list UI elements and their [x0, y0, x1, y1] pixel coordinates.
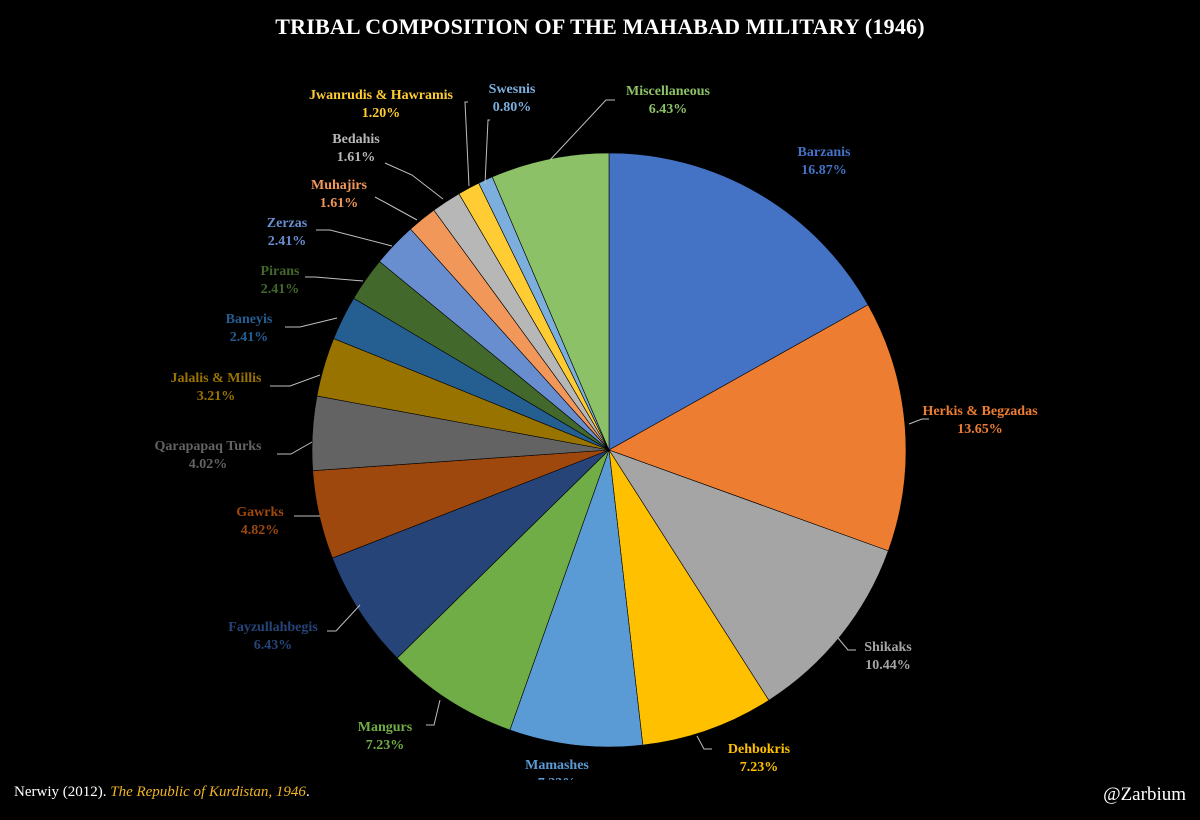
slice-label-miscellaneous: Miscellaneous 6.43%: [626, 84, 711, 117]
slice-label-qarapapaq-turks: Qarapapaq Turks 4.02%: [155, 439, 263, 472]
source-title: The Republic of Kurdistan, 1946: [110, 784, 306, 800]
pie-slice-mangurs: [396, 449, 610, 731]
slice-name: Pirans: [261, 264, 300, 279]
leader-line-qarapapaq-turks: [277, 441, 313, 455]
slice-labels: Barzanis 16.87% Herkis & Begzadas 13.65% Shi…: [155, 82, 1039, 780]
slice-name: Baneyis: [226, 312, 273, 327]
slice-name: Jalalis & Millis: [171, 371, 263, 386]
slice-name: Mangurs: [358, 720, 413, 735]
slice-label-baneyis: Baneyis 2.41%: [226, 312, 273, 345]
slice-label-gawrks: Gawrks 4.82%: [236, 505, 284, 538]
slice-name: Dehbokris: [728, 742, 791, 757]
slice-name: Mamashes: [525, 758, 589, 773]
slice-label-barzanis: Barzanis 16.87%: [798, 145, 851, 178]
slice-percentage: 4.82%: [241, 523, 280, 538]
source-citation: Nerwiy (2012). The Republic of Kurdistan…: [14, 784, 310, 801]
pie-slice-mamashes: [509, 449, 644, 748]
slice-label-jwanrudis-hawramis: Jwanrudis & Hawramis 1.20%: [309, 88, 453, 121]
leader-line-jalalis-millis: [270, 374, 321, 387]
slice-label-swesnis: Swesnis 0.80%: [489, 82, 536, 115]
pie-slice-miscellaneous: [491, 152, 610, 451]
slice-label-mamashes: Mamashes 7.23%: [525, 758, 589, 780]
leader-line-muhajirs: [374, 196, 418, 221]
slice-name: Muhajirs: [311, 178, 368, 193]
pie-slice-shikaks: [608, 449, 889, 701]
leader-line-fayzullahbegis: [327, 604, 361, 632]
pie-slice-fayzullahbegis: [331, 449, 610, 659]
slice-percentage: 7.23%: [366, 738, 405, 753]
slice-name: Herkis & Begzadas: [922, 404, 1038, 419]
leader-line-mangurs: [426, 699, 441, 726]
slice-percentage: 6.43%: [254, 638, 293, 653]
pie-slices: [311, 152, 907, 748]
chart-title: TRIBAL COMPOSITION OF THE MAHABAD MILITA…: [275, 14, 925, 39]
pie-slice-herkis-begzadas: [608, 304, 907, 552]
slice-percentage: 7.23%: [740, 760, 779, 775]
slice-percentage: 1.20%: [362, 106, 401, 121]
slice-percentage: 6.43%: [649, 102, 688, 117]
slice-name: Zerzas: [267, 216, 308, 231]
pie-slice-barzanis: [608, 152, 869, 451]
slice-name: Miscellaneous: [626, 84, 711, 99]
slice-percentage: 4.02%: [189, 457, 228, 472]
slice-label-mangurs: Mangurs 7.23%: [358, 720, 413, 753]
slice-name: Swesnis: [489, 82, 536, 97]
slice-percentage: 1.61%: [337, 150, 376, 165]
leader-line-baneyis: [285, 317, 338, 328]
slice-name: Qarapapaq Turks: [155, 439, 263, 454]
slice-percentage: 13.65%: [957, 422, 1003, 437]
leader-line-shikaks: [837, 637, 856, 651]
slice-label-fayzullahbegis: Fayzullahbegis 6.43%: [228, 620, 318, 653]
slice-label-jalalis-millis: Jalalis & Millis 3.21%: [171, 371, 263, 404]
slice-percentage: 0.80%: [493, 100, 532, 115]
credit-handle: @Zarbium: [1103, 784, 1186, 805]
slice-percentage: 2.41%: [261, 282, 300, 297]
source-suffix: .: [305, 784, 310, 800]
leader-line-zerzas: [316, 229, 393, 247]
slice-name: Gawrks: [236, 505, 284, 520]
slice-percentage: 16.87%: [801, 163, 847, 178]
slice-name: Bedahis: [332, 132, 380, 147]
leader-lines: [270, 99, 929, 750]
leader-line-miscellaneous: [549, 99, 615, 161]
leader-line-herkis-begzadas: [908, 418, 929, 425]
slice-percentage: 2.41%: [230, 330, 269, 345]
slice-label-herkis-begzadas: Herkis & Begzadas 13.65%: [922, 404, 1038, 437]
slice-percentage: 1.61%: [320, 196, 359, 211]
pie-chart: Barzanis 16.87% Herkis & Begzadas 13.65% Shi…: [155, 82, 1039, 780]
source-prefix: Nerwiy (2012).: [14, 784, 111, 800]
slice-percentage: 2.41%: [268, 234, 307, 249]
slice-label-muhajirs: Muhajirs 1.61%: [311, 178, 368, 211]
leader-line-swesnis: [484, 119, 490, 185]
slice-label-shikaks: Shikaks 10.44%: [864, 640, 912, 673]
slice-label-zerzas: Zerzas 2.41%: [267, 216, 308, 249]
slice-name: Jwanrudis & Hawramis: [309, 88, 453, 103]
pie-slice-dehbokris: [608, 449, 770, 746]
leader-line-jwanrudis-hawramis: [464, 101, 470, 187]
slice-name: Shikaks: [864, 640, 912, 655]
slice-percentage: 7.23%: [538, 776, 577, 780]
slice-percentage: 3.21%: [197, 389, 236, 404]
slice-label-bedahis: Bedahis 1.61%: [332, 132, 380, 165]
slice-percentage: 10.44%: [865, 658, 911, 673]
leader-line-dehbokris: [696, 735, 712, 750]
slice-label-dehbokris: Dehbokris 7.23%: [728, 742, 791, 775]
slice-name: Fayzullahbegis: [228, 620, 318, 635]
leader-line-bedahis: [384, 162, 444, 200]
slice-name: Barzanis: [798, 145, 851, 160]
slice-label-pirans: Pirans 2.41%: [261, 264, 300, 297]
leader-line-pirans: [305, 276, 364, 282]
